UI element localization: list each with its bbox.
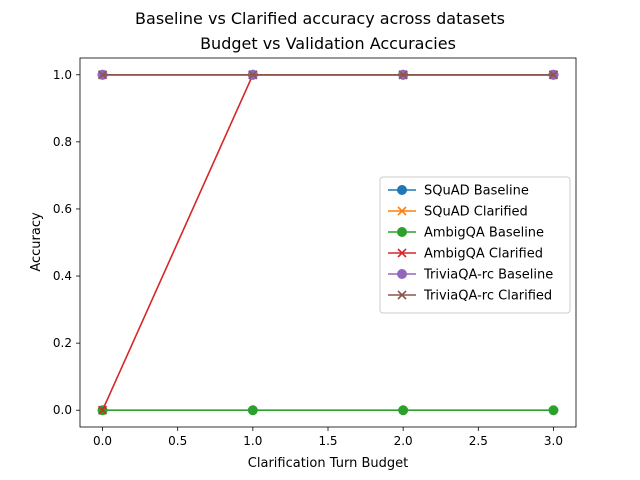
y-tick-label: 0.6 <box>53 202 72 216</box>
x-axis-label: Clarification Turn Budget <box>248 456 408 471</box>
x-tick-label: 0.5 <box>168 434 187 448</box>
legend-entry: TriviaQA-rc Baseline <box>388 268 553 283</box>
y-tick-label: 1.0 <box>53 68 72 82</box>
chart-title: Budget vs Validation Accuracies <box>200 34 456 53</box>
data-point-stroke <box>248 70 258 80</box>
legend-marker <box>397 206 407 216</box>
data-point-stroke <box>398 70 408 80</box>
legend-marker <box>397 269 407 279</box>
legend-marker <box>397 185 407 195</box>
y-axis: 0.0 0.2 0.4 0.6 0.8 1.0 <box>53 68 80 417</box>
y-tick-label: 0.0 <box>53 403 72 417</box>
x-tick-label: 1.0 <box>243 434 262 448</box>
data-point <box>97 70 108 80</box>
data-point <box>97 405 108 415</box>
legend-entry: SQuAD Clarified <box>388 205 528 220</box>
legend-label: AmbigQA Baseline <box>424 226 544 241</box>
data-point <box>247 405 258 416</box>
legend-label: TriviaQA-rc Baseline <box>423 268 553 283</box>
legend-entry: AmbigQA Clarified <box>388 247 543 262</box>
y-tick-label: 0.2 <box>53 336 72 350</box>
data-point <box>398 70 408 80</box>
legend-label: AmbigQA Clarified <box>424 247 543 262</box>
x-tick-label: 2.5 <box>469 434 488 448</box>
legend-label: SQuAD Baseline <box>424 184 529 199</box>
chart-suptitle: Baseline vs Clarified accuracy across da… <box>135 9 505 28</box>
legend-marker-stroke <box>397 206 407 216</box>
data-point <box>548 405 559 416</box>
y-tick-label: 0.4 <box>53 269 72 283</box>
legend-marker <box>397 227 407 237</box>
x-tick-label: 0.0 <box>93 434 112 448</box>
legend-marker-stroke <box>397 248 407 258</box>
legend: SQuAD Baseline SQuAD Clarified AmbigQA Bas… <box>379 176 571 314</box>
y-tick-label: 0.8 <box>53 135 72 149</box>
legend-entry: TriviaQA-rc Clarified <box>388 289 552 304</box>
x-axis: 0.0 0.5 1.0 1.5 2.0 2.5 3.0 <box>93 427 563 448</box>
x-tick-label: 1.5 <box>318 434 337 448</box>
legend-label: TriviaQA-rc Clarified <box>423 289 552 304</box>
y-axis-label: Accuracy <box>29 212 44 272</box>
x-tick-label: 3.0 <box>544 434 563 448</box>
legend-entry: AmbigQA Baseline <box>388 226 544 241</box>
data-point <box>548 70 559 80</box>
legend-marker <box>397 248 407 258</box>
data-point <box>398 405 409 416</box>
legend-box <box>379 176 571 314</box>
data-point-stroke <box>548 70 559 80</box>
legend-marker-stroke <box>397 290 407 300</box>
legend-marker <box>397 290 407 300</box>
legend-entry: SQuAD Baseline <box>388 184 529 199</box>
data-point-stroke <box>97 405 108 415</box>
legend-label: SQuAD Clarified <box>424 205 528 220</box>
series-layer <box>97 69 559 416</box>
data-point <box>248 70 258 80</box>
series-6 <box>97 70 559 80</box>
x-tick-label: 2.0 <box>394 434 413 448</box>
data-point-stroke <box>97 70 108 80</box>
